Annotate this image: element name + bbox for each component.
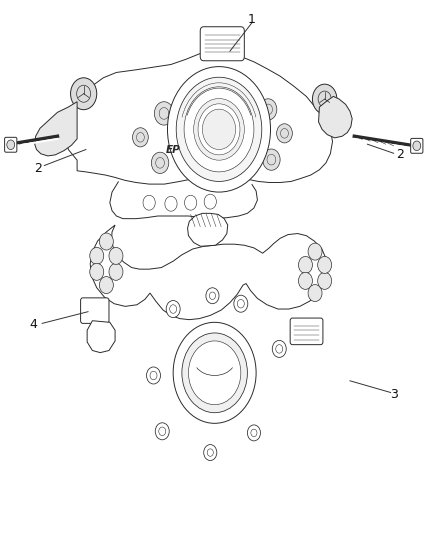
Circle shape [109,247,123,264]
Text: 2: 2 [396,148,404,161]
Circle shape [184,195,197,210]
FancyBboxPatch shape [81,298,109,324]
Circle shape [267,155,276,165]
Circle shape [277,124,292,143]
Circle shape [99,277,113,294]
Circle shape [281,128,288,138]
Polygon shape [87,321,115,353]
Polygon shape [35,102,77,156]
Circle shape [318,91,331,107]
Circle shape [166,301,180,318]
Circle shape [151,152,169,173]
Circle shape [143,195,155,210]
Circle shape [207,449,213,456]
Circle shape [133,128,148,147]
Circle shape [206,288,219,304]
Polygon shape [64,51,332,184]
Circle shape [247,425,261,441]
Circle shape [276,345,283,353]
Circle shape [173,322,256,423]
Circle shape [159,427,166,435]
Circle shape [308,285,322,302]
Circle shape [237,300,244,308]
Circle shape [155,158,164,168]
Circle shape [184,87,254,172]
Circle shape [150,371,157,379]
Circle shape [182,333,247,413]
Circle shape [154,102,173,125]
Text: 2: 2 [34,161,42,175]
Circle shape [176,77,262,181]
Circle shape [99,233,113,250]
Circle shape [413,141,421,151]
Text: EP: EP [166,144,180,155]
Circle shape [71,78,97,110]
Circle shape [167,67,271,192]
Circle shape [90,247,104,264]
Circle shape [194,99,244,160]
Circle shape [147,367,160,384]
FancyBboxPatch shape [411,139,423,154]
Circle shape [298,272,312,289]
FancyBboxPatch shape [290,318,323,345]
Text: 4: 4 [29,319,37,332]
Circle shape [204,194,216,209]
Circle shape [198,104,240,155]
Circle shape [234,295,248,312]
Circle shape [165,196,177,211]
FancyBboxPatch shape [5,138,17,152]
Circle shape [155,423,169,440]
Circle shape [259,99,277,120]
Circle shape [204,445,217,461]
Circle shape [209,292,215,300]
Circle shape [318,256,332,273]
Circle shape [77,85,91,102]
Circle shape [263,149,280,170]
Circle shape [251,429,257,437]
Circle shape [298,256,312,273]
Polygon shape [318,96,352,138]
Circle shape [7,140,14,150]
Circle shape [109,263,123,280]
Circle shape [188,341,241,405]
Circle shape [202,109,236,150]
Circle shape [137,133,145,142]
Circle shape [170,305,177,313]
Polygon shape [187,213,228,246]
Circle shape [264,104,272,115]
Circle shape [318,272,332,289]
Text: 3: 3 [390,387,398,401]
Circle shape [90,263,104,280]
FancyBboxPatch shape [200,27,244,61]
Circle shape [272,341,286,358]
Polygon shape [90,225,327,320]
Circle shape [308,243,322,260]
Text: 1: 1 [248,13,256,26]
Circle shape [159,108,169,119]
Circle shape [312,84,337,114]
